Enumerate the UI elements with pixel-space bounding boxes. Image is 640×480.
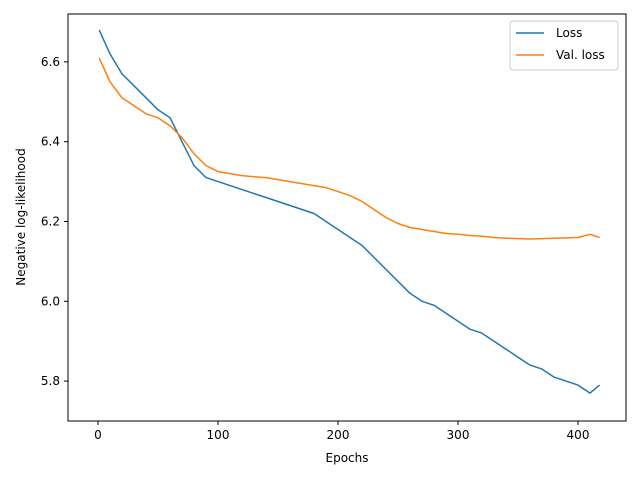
series-line-val-loss	[98, 57, 600, 240]
x-tick-label: 400	[567, 428, 590, 442]
plot-area	[98, 29, 601, 394]
axes-frame	[67, 13, 627, 422]
legend-label-loss: Loss	[556, 26, 582, 40]
ticks: 0 100 200 300 400 5.8 6.0 6.2 6.4 6.6	[41, 55, 590, 442]
x-tick-label: 100	[207, 428, 230, 442]
y-tick-label: 5.8	[41, 374, 60, 388]
legend-label-val-loss: Val. loss	[556, 48, 605, 62]
y-tick-label: 6.6	[41, 55, 60, 69]
x-axis-label: Epochs	[326, 451, 369, 465]
y-axis-label: Negative log-likelihood	[14, 148, 28, 285]
y-tick-label: 6.2	[41, 214, 60, 228]
y-tick-label: 6.4	[41, 135, 60, 149]
legend: Loss Val. loss	[509, 20, 619, 71]
x-tick-label: 0	[94, 428, 102, 442]
x-tick-label: 300	[447, 428, 470, 442]
x-tick-label: 200	[327, 428, 350, 442]
y-tick-label: 6.0	[41, 294, 60, 308]
series-line-loss	[98, 29, 601, 394]
